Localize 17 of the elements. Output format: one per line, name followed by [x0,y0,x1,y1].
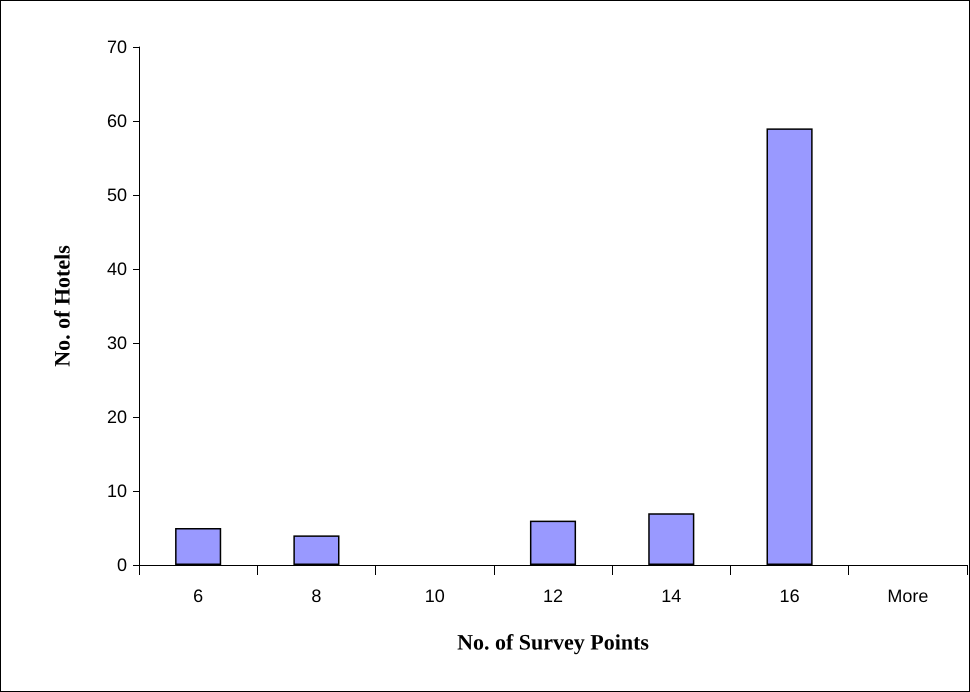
y-tick-label: 30 [106,333,127,353]
y-tick-label: 50 [106,185,127,205]
x-tick-label: 8 [311,586,322,606]
x-tick-label: 16 [780,586,800,606]
x-tick-label: 6 [193,586,204,606]
y-tick-label: 0 [116,555,127,575]
y-tick-label: 20 [106,407,127,427]
y-tick-label: 60 [106,111,127,131]
x-tick-label: 12 [542,586,564,606]
x-tick-label: More [887,586,928,606]
y-axis-title: No. of Hotels [50,244,74,367]
y-tick-label: 70 [106,37,127,57]
x-axis-title: No. of Survey Points [457,630,650,654]
y-tick-label: 10 [106,481,127,501]
y-tick-label: 40 [106,259,127,279]
x-tick-label: 14 [661,586,682,606]
x-tick-label: 10 [424,586,445,606]
